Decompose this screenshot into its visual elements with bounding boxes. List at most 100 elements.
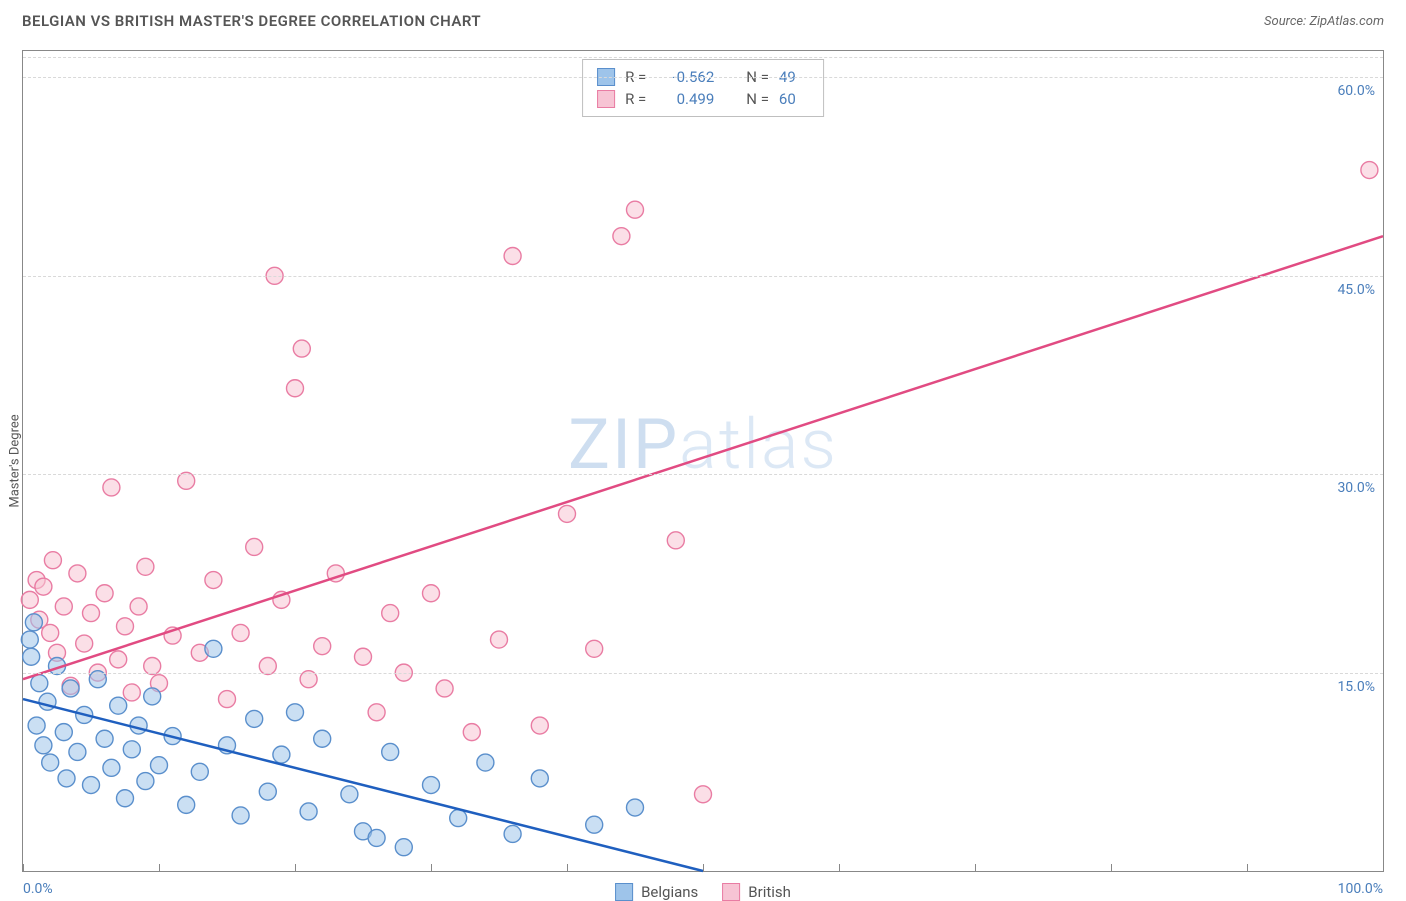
x-tick-mark xyxy=(703,864,704,871)
data-point-belgians xyxy=(287,704,304,721)
data-point-british xyxy=(627,201,644,218)
y-axis-label: Master's Degree xyxy=(8,414,23,507)
x-tick-label: 100.0% xyxy=(1338,881,1383,897)
y-tick-label: 15.0% xyxy=(1337,679,1375,695)
data-point-british xyxy=(695,786,712,803)
data-point-belgians xyxy=(55,724,72,741)
data-point-british xyxy=(355,648,372,665)
data-point-british xyxy=(117,618,134,635)
data-point-belgians xyxy=(477,754,494,771)
data-point-british xyxy=(287,380,304,397)
x-tick-mark xyxy=(431,864,432,871)
gridline xyxy=(23,276,1383,277)
correlation-legend: R = -0.562 N = 49 R = 0.499 N = 60 xyxy=(582,59,824,117)
gridline xyxy=(23,673,1383,674)
data-point-belgians xyxy=(246,710,263,727)
data-point-belgians xyxy=(25,614,42,631)
data-point-belgians xyxy=(382,743,399,760)
series-legend: Belgians British xyxy=(615,883,791,901)
data-point-british xyxy=(232,624,249,641)
gridline xyxy=(23,77,1383,78)
data-point-belgians xyxy=(123,741,140,758)
data-point-british xyxy=(314,638,331,655)
scatter-plot-svg xyxy=(23,51,1383,871)
data-point-belgians xyxy=(300,803,317,820)
data-point-british xyxy=(1361,162,1378,179)
data-point-british xyxy=(667,532,684,549)
data-point-belgians xyxy=(62,680,79,697)
data-point-british xyxy=(586,640,603,657)
x-tick-mark xyxy=(567,864,568,871)
x-tick-mark xyxy=(295,864,296,871)
source-attribution: Source: ZipAtlas.com xyxy=(1264,14,1384,29)
swatch-british xyxy=(597,90,615,108)
data-point-belgians xyxy=(368,829,385,846)
data-point-belgians xyxy=(191,763,208,780)
data-point-british xyxy=(44,552,61,569)
data-point-belgians xyxy=(35,737,52,754)
data-point-belgians xyxy=(28,717,45,734)
y-tick-label: 45.0% xyxy=(1337,282,1375,298)
data-point-british xyxy=(42,624,59,641)
data-point-belgians xyxy=(42,754,59,771)
x-tick-mark xyxy=(975,864,976,871)
data-point-belgians xyxy=(259,783,276,800)
data-point-belgians xyxy=(117,790,134,807)
data-point-british xyxy=(382,605,399,622)
data-point-british xyxy=(103,479,120,496)
x-tick-mark xyxy=(23,864,24,871)
x-tick-mark xyxy=(839,864,840,871)
data-point-british xyxy=(76,635,93,652)
swatch-belgians-bottom xyxy=(615,883,633,901)
data-point-belgians xyxy=(627,799,644,816)
regression-line-british xyxy=(23,236,1383,679)
data-point-british xyxy=(69,565,86,582)
data-point-british xyxy=(83,605,100,622)
chart-area: Master's Degree ZIPatlas R = -0.562 N = … xyxy=(22,50,1384,872)
data-point-british xyxy=(491,631,508,648)
data-point-british xyxy=(531,717,548,734)
data-point-british xyxy=(205,572,222,589)
data-point-belgians xyxy=(395,839,412,856)
x-tick-mark xyxy=(159,864,160,871)
data-point-belgians xyxy=(58,770,75,787)
data-point-british xyxy=(55,598,72,615)
data-point-british xyxy=(130,598,147,615)
data-point-british xyxy=(96,585,113,602)
regression-line-belgians xyxy=(23,699,703,871)
x-tick-mark xyxy=(1383,864,1384,871)
y-tick-label: 60.0% xyxy=(1337,83,1375,99)
data-point-belgians xyxy=(450,810,467,827)
data-point-belgians xyxy=(341,786,358,803)
data-point-belgians xyxy=(178,796,195,813)
data-point-belgians xyxy=(137,773,154,790)
gridline xyxy=(23,57,1383,58)
data-point-british xyxy=(293,340,310,357)
chart-title: BELGIAN VS BRITISH MASTER'S DEGREE CORRE… xyxy=(22,12,481,30)
data-point-belgians xyxy=(69,743,86,760)
data-point-belgians xyxy=(504,825,521,842)
data-point-belgians xyxy=(144,688,161,705)
data-point-belgians xyxy=(232,807,249,824)
legend-row-british: R = 0.499 N = 60 xyxy=(597,88,809,110)
data-point-british xyxy=(436,680,453,697)
data-point-belgians xyxy=(21,631,38,648)
data-point-belgians xyxy=(151,757,168,774)
data-point-belgians xyxy=(23,648,40,665)
data-point-british xyxy=(219,691,236,708)
data-point-belgians xyxy=(103,759,120,776)
y-tick-label: 30.0% xyxy=(1337,480,1375,496)
data-point-british xyxy=(35,578,52,595)
data-point-british xyxy=(463,724,480,741)
data-point-british xyxy=(123,684,140,701)
gridline xyxy=(23,474,1383,475)
data-point-british xyxy=(137,558,154,575)
data-point-british xyxy=(21,591,38,608)
data-point-belgians xyxy=(31,675,48,692)
data-point-belgians xyxy=(273,746,290,763)
data-point-belgians xyxy=(423,777,440,794)
swatch-british-bottom xyxy=(722,883,740,901)
data-point-belgians xyxy=(96,730,113,747)
x-tick-label: 0.0% xyxy=(23,881,53,897)
data-point-belgians xyxy=(586,816,603,833)
